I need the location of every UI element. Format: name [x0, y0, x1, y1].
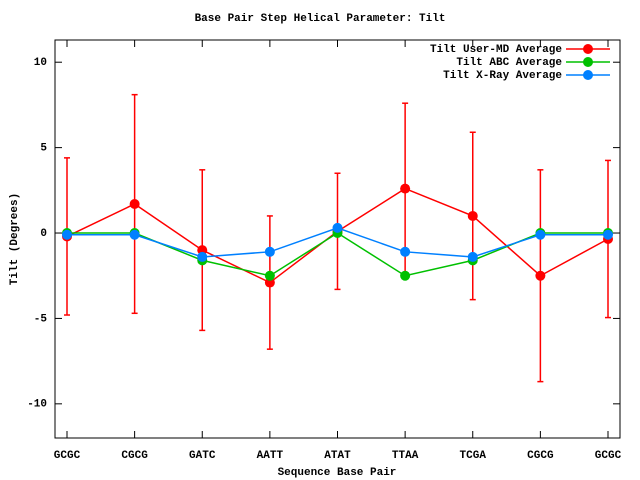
point — [400, 246, 411, 257]
y-tick-label: -10 — [27, 399, 47, 411]
x-tick-label: CGCG — [121, 450, 148, 462]
point — [603, 229, 613, 240]
legend-label: Tilt User-MD Average — [430, 44, 562, 56]
point — [197, 245, 208, 256]
point — [62, 229, 72, 240]
point — [400, 183, 411, 194]
point — [535, 229, 546, 240]
x-tick-label: TTAA — [392, 450, 419, 462]
point — [264, 277, 275, 288]
legend-marker — [583, 70, 593, 80]
point — [129, 229, 140, 240]
x-tick-label: CGCG — [527, 450, 554, 462]
legend-marker — [583, 44, 593, 54]
x-axis-label: Sequence Base Pair — [278, 467, 397, 479]
point — [264, 246, 275, 257]
y-axis-label: Tilt (Degrees) — [9, 193, 21, 285]
point — [264, 270, 275, 281]
legend-marker — [583, 57, 593, 67]
legend-label: Tilt X-Ray Average — [443, 70, 562, 82]
point — [467, 251, 478, 262]
legend-label: Tilt ABC Average — [456, 57, 562, 69]
point — [129, 198, 140, 209]
x-tick-label: TCGA — [460, 450, 487, 462]
x-tick-label: GCGC — [595, 450, 622, 462]
point — [332, 222, 343, 233]
x-tick-label: AATT — [257, 450, 284, 462]
x-tick-label: ATAT — [324, 450, 351, 462]
x-tick-label: GCGC — [54, 450, 81, 462]
point — [197, 251, 208, 262]
point — [535, 270, 546, 281]
y-tick-label: -5 — [34, 313, 48, 325]
point — [400, 270, 411, 281]
chart-title: Base Pair Step Helical Parameter: Tilt — [195, 13, 446, 25]
point — [467, 210, 478, 221]
y-tick-label: 0 — [40, 228, 47, 240]
y-tick-label: 10 — [34, 57, 47, 69]
y-tick-label: 5 — [40, 143, 47, 155]
x-tick-label: GATC — [189, 450, 216, 462]
